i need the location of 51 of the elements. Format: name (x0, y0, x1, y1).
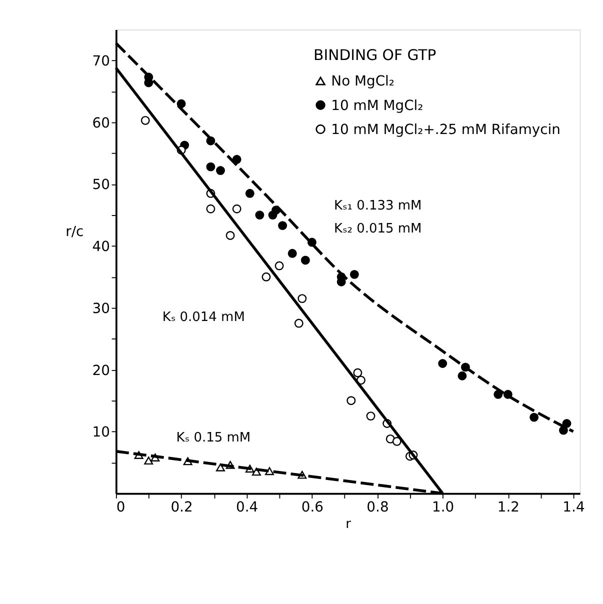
x-tick-label: 0.6 (301, 499, 324, 516)
x-tick-label: 0.2 (170, 499, 193, 516)
point (232, 204, 242, 214)
point (206, 204, 216, 214)
x-tick-label: 0 (116, 499, 126, 516)
x-tick-label: 1.0 (432, 499, 454, 516)
point (298, 294, 307, 304)
point (262, 272, 271, 282)
point (140, 116, 150, 125)
point (294, 318, 304, 328)
y-tick-label: 70 (92, 54, 110, 70)
point (353, 368, 362, 378)
annotation: Kₛ 0.15 mM (176, 430, 251, 446)
point (300, 256, 310, 265)
y-tick-label: 40 (92, 239, 110, 256)
point (206, 162, 216, 172)
x-tick-label: 1.2 (497, 499, 520, 516)
x-axis-title: r (346, 517, 352, 532)
legend-label: 10 mM MgCl₂+.25 mM Rifamycin (331, 122, 560, 138)
point (278, 221, 288, 230)
x-tick-label: 1.4 (562, 499, 585, 516)
x-tick-label: 0.8 (366, 499, 389, 516)
point (288, 248, 297, 258)
legend-label: No MgCl₂ (331, 74, 394, 90)
point (274, 261, 284, 270)
point (216, 166, 225, 176)
y-tick-label: 30 (92, 300, 110, 317)
point (216, 463, 225, 472)
point (346, 396, 356, 406)
y-tick-label: 10 (92, 424, 110, 441)
y-tick-label: 60 (92, 115, 110, 132)
y-tick-label: 50 (92, 177, 110, 194)
point (350, 270, 359, 279)
point (392, 436, 402, 446)
point (144, 456, 154, 465)
point (366, 412, 376, 421)
annotation: Kₛ₂ 0.015 mM (334, 222, 422, 237)
point (562, 419, 572, 428)
x-tick-label: 0.4 (236, 499, 258, 516)
y-tick-label: 20 (92, 362, 110, 379)
legend-title: BINDING OF GTP (314, 47, 436, 64)
legend-label: 10 mM MgCl₂ (331, 98, 424, 114)
point (226, 230, 235, 240)
point (438, 359, 448, 368)
y-axis-title: r/c (66, 224, 84, 240)
point (530, 412, 539, 422)
point (255, 210, 264, 220)
annotation: Kₛ 0.014 mM (162, 310, 245, 325)
annotation: Kₛ₁ 0.133 mM (334, 198, 422, 214)
point (245, 188, 254, 198)
point (458, 371, 467, 380)
